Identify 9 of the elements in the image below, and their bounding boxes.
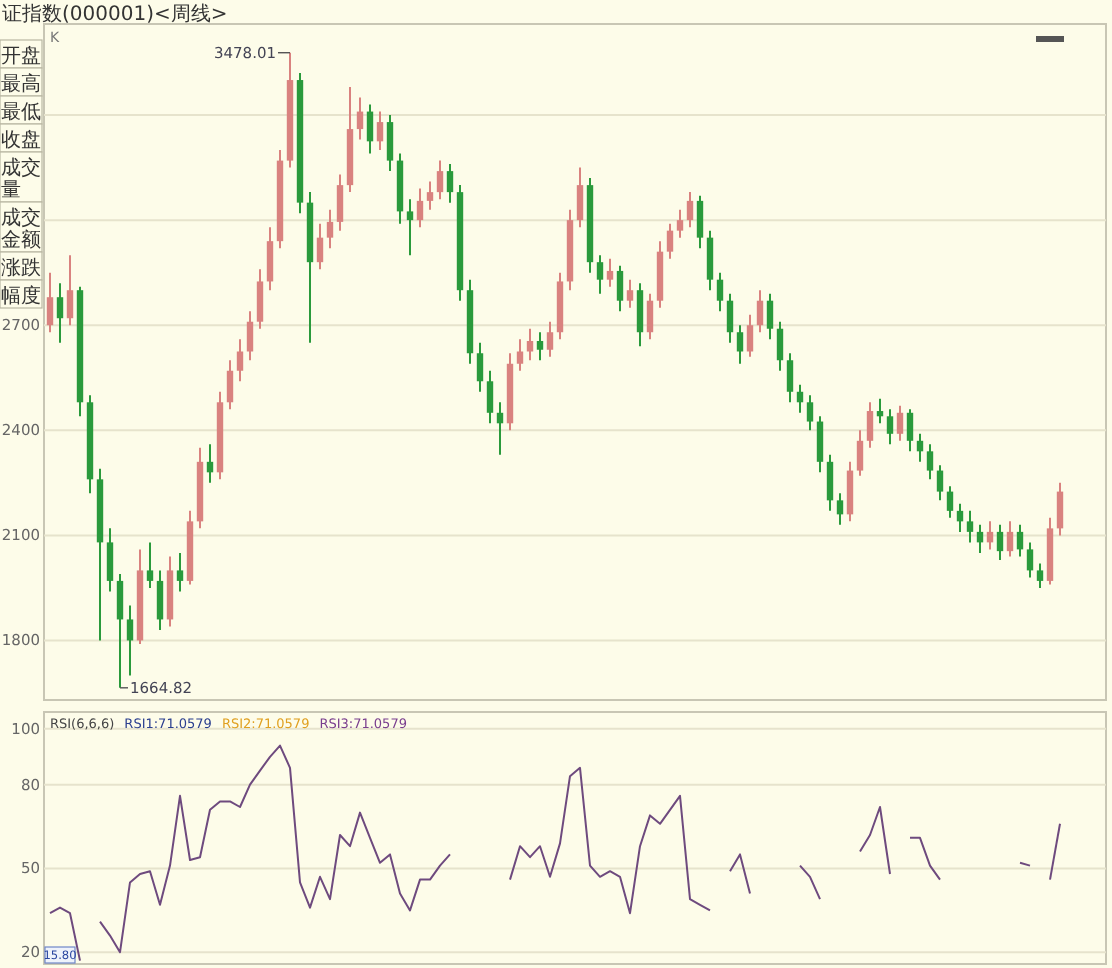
text: 成交金额 [1, 206, 41, 252]
text: 幅度 [1, 284, 41, 308]
text: 收盘 [1, 128, 41, 152]
text: 涨跌 [1, 256, 41, 280]
text: 成交量 [1, 156, 41, 202]
text: 开盘 [1, 44, 41, 68]
text: 最高 [1, 72, 41, 96]
chart-title: 证指数(000001)<周线> [2, 2, 228, 26]
text: 最低 [1, 102, 41, 124]
